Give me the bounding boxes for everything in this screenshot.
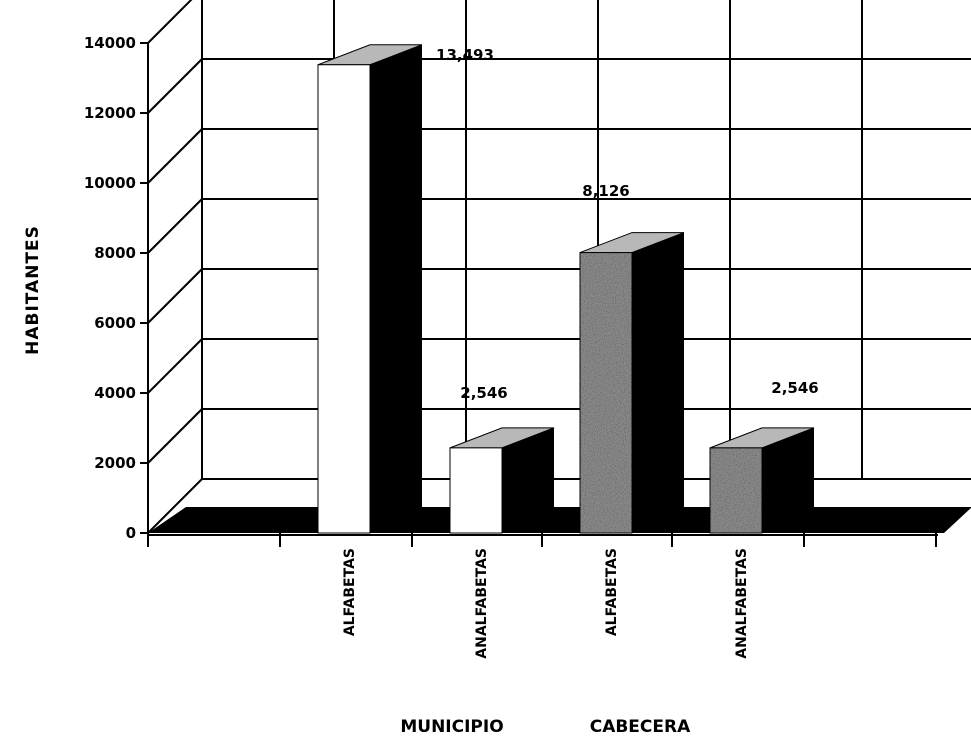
grid-side-line xyxy=(147,338,203,394)
category-label-2: ANALFABETAS xyxy=(474,548,490,659)
bar-2 xyxy=(449,427,555,534)
grid-side-line xyxy=(147,0,193,44)
y-tick-label: 6000 xyxy=(94,314,136,332)
grid-side-line xyxy=(147,268,203,324)
chart-bars xyxy=(148,44,971,534)
y-axis: 0 2000 4000 6000 8000 10000 12000 14000 xyxy=(84,34,938,547)
data-label-2: 2,546 xyxy=(460,384,507,402)
bar-front-texture xyxy=(710,447,762,533)
grid-side-line xyxy=(147,408,203,464)
grid-side-line xyxy=(147,58,203,114)
chart-floor xyxy=(148,507,971,533)
y-tick-label: 8000 xyxy=(94,244,136,262)
y-tick-label: 10000 xyxy=(84,174,136,192)
bar-front-face xyxy=(317,64,371,534)
bar-side-face xyxy=(632,232,684,533)
bar-1 xyxy=(317,44,423,534)
bar-side-face xyxy=(762,427,814,533)
category-label-4: ANALFABETAS xyxy=(734,548,750,659)
category-label-1: ALFABETAS xyxy=(342,548,358,636)
chart-gridlines xyxy=(147,0,971,534)
category-label-3: ALFABETAS xyxy=(604,548,620,636)
group-label-municipio: MUNICIPIO xyxy=(400,717,503,737)
bar-front-texture xyxy=(580,252,632,533)
y-tick-label: 4000 xyxy=(94,384,136,402)
chart-labels: 13,493 2,546 8,126 2,546 ALFABETAS ANALFABETA… xyxy=(342,46,819,659)
group-label-cabecera: CABECERA xyxy=(590,717,691,737)
grid-side-line xyxy=(147,478,203,534)
bar-side-face xyxy=(370,44,422,534)
y-tick-label: 0 xyxy=(126,524,136,542)
bar-front-face xyxy=(449,447,503,534)
data-label-1: 13,493 xyxy=(436,46,494,64)
grid-side-line xyxy=(147,128,203,184)
y-axis-title: HABITANTES xyxy=(23,225,43,355)
bar-side-face xyxy=(502,427,554,533)
data-label-4: 2,546 xyxy=(771,379,818,397)
grid-side-line xyxy=(147,198,203,254)
bar-3 xyxy=(579,232,685,534)
y-tick-label: 12000 xyxy=(84,104,136,122)
y-tick-label: 2000 xyxy=(94,454,136,472)
data-label-3: 8,126 xyxy=(582,182,629,200)
y-tick-label: 14000 xyxy=(84,34,136,52)
bar-4 xyxy=(709,427,815,534)
